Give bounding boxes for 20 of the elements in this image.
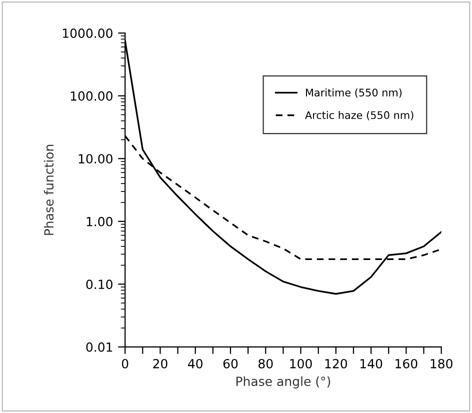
- legend-label: Arctic haze (550 nm): [305, 110, 414, 120]
- legend-label: Maritime (550 nm): [306, 88, 402, 98]
- x-tick-label: 20: [153, 358, 168, 368]
- y-tick-label: 100.00: [70, 91, 112, 101]
- y-axis-title: Phase function: [44, 144, 54, 235]
- y-tick-label: 0.01: [86, 342, 112, 352]
- x-tick-label: 180: [430, 358, 452, 368]
- x-tick-label: 0: [122, 358, 128, 368]
- x-tick-label: 40: [188, 358, 202, 368]
- y-tick-label: 1000.00: [62, 28, 112, 38]
- x-tick-label: 140: [360, 358, 382, 368]
- x-axis-title: Phase angle (°): [236, 376, 330, 388]
- x-tick-label: 80: [258, 358, 273, 368]
- x-tick-label: 160: [396, 358, 418, 368]
- y-tick-label: 0.10: [86, 280, 112, 290]
- x-tick-label: 60: [223, 358, 238, 368]
- y-tick-label: 1.00: [86, 216, 112, 226]
- y-tick-label: 10.00: [78, 154, 112, 164]
- x-tick-label: 120: [325, 358, 348, 368]
- x-tick-label: 100: [290, 358, 312, 368]
